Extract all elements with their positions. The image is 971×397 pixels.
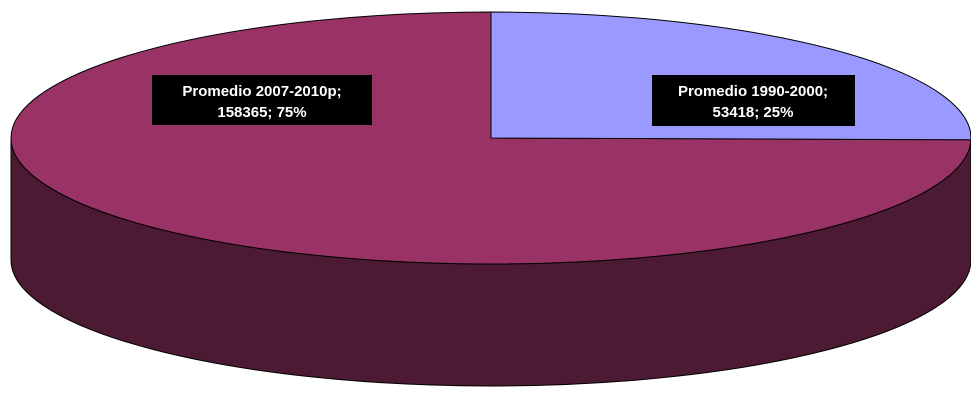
pie-top — [11, 12, 971, 264]
slice-label-2007-2010: Promedio 2007-2010p; 158365; 75% — [152, 75, 372, 125]
slice-label-1990-2000-line1: Promedio 1990-2000; — [678, 83, 828, 100]
slice-label-1990-2000: Promedio 1990-2000; 53418; 25% — [652, 75, 855, 126]
slice-label-2007-2010-line1: Promedio 2007-2010p; — [182, 83, 341, 100]
slice-label-1990-2000-line2: 53418; 25% — [713, 104, 794, 121]
slice-label-2007-2010-line2: 158365; 75% — [217, 104, 306, 121]
